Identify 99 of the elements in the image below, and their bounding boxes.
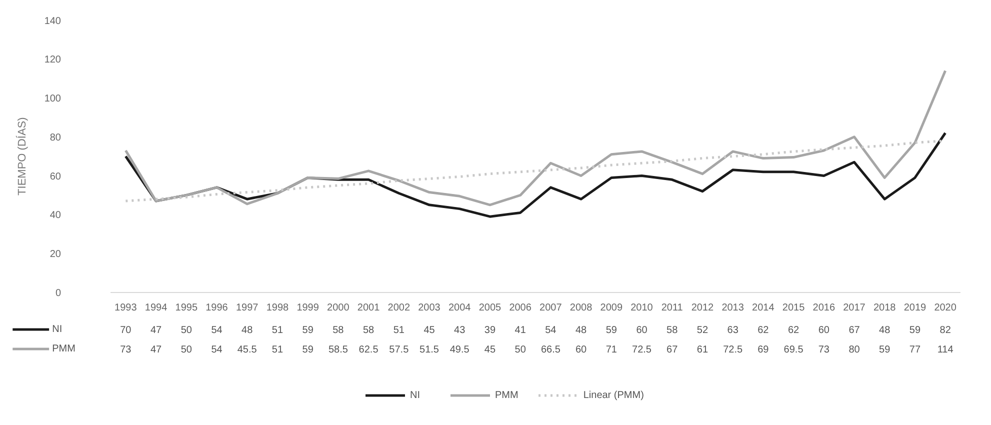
data-label: 62.5 — [358, 344, 379, 356]
data-label: 58 — [332, 324, 344, 336]
data-label: 54 — [211, 324, 223, 336]
x-tick-label: 2003 — [418, 302, 441, 314]
data-label: 57.5 — [389, 344, 410, 356]
x-tick-label: 2016 — [812, 302, 836, 314]
x-tick-label: 2015 — [782, 302, 806, 314]
x-tick-label: 1993 — [114, 302, 138, 314]
data-label: 47 — [150, 324, 162, 336]
data-label: 49.5 — [450, 344, 470, 356]
line-series — [124, 70, 947, 206]
data-label: 72.5 — [723, 344, 743, 356]
data-label: 70 — [120, 324, 132, 336]
data-label: 51 — [393, 324, 405, 336]
legend-label: PMM — [52, 343, 76, 354]
data-label: 59 — [909, 324, 921, 336]
x-tick-label: 2005 — [478, 302, 502, 314]
data-label: 69.5 — [784, 344, 804, 356]
data-label: 43 — [454, 324, 466, 336]
data-label: 59 — [302, 344, 314, 356]
x-tick-label: 2019 — [904, 302, 927, 314]
text: PMM — [495, 390, 518, 400]
x-tick-label: 2008 — [570, 302, 593, 314]
data-label: 77 — [909, 344, 921, 356]
y-axis-title: TIEMPO (DÍAS) — [16, 117, 28, 196]
data-label: 59 — [879, 344, 891, 356]
data-label: 73 — [818, 344, 830, 356]
x-tick-label: 2001 — [357, 302, 380, 314]
data-label: 45 — [484, 344, 496, 356]
x-tick-label: 2017 — [843, 302, 866, 314]
x-tick-label: 2018 — [873, 302, 896, 314]
x-tick-label: 1996 — [206, 302, 228, 314]
data-label: 62 — [758, 324, 770, 336]
x-tick-label: 2004 — [448, 302, 472, 314]
data-label: 58 — [666, 324, 678, 336]
x-tick-label: 1994 — [144, 302, 168, 314]
data-label: 58.5 — [328, 344, 348, 356]
data-label: 82 — [940, 324, 952, 336]
data-label: 48 — [575, 324, 588, 336]
data-label: 47 — [150, 344, 162, 356]
y-tick-label: 60 — [50, 171, 62, 182]
x-tick-label: 2000 — [327, 302, 350, 314]
y-tick-label: 100 — [44, 94, 62, 105]
data-label: 67 — [666, 344, 678, 356]
x-tick-label: 1997 — [236, 302, 259, 314]
data-label: 73 — [120, 344, 132, 356]
x-tick-label: 2006 — [509, 302, 532, 314]
data-label: 51 — [272, 324, 284, 336]
data-label: 51.5 — [420, 344, 440, 356]
data-label: 60 — [818, 324, 830, 336]
data-label: 62 — [788, 324, 800, 336]
x-tick-label: 2020 — [934, 302, 957, 314]
x-tick-label: 2010 — [630, 302, 654, 314]
data-label: 48 — [879, 324, 891, 336]
data-label: 58 — [362, 324, 375, 336]
x-tick-label: 1999 — [296, 302, 320, 314]
data-label: 41 — [514, 324, 526, 336]
y-tick-label: 140 — [44, 16, 62, 27]
data-label: 60 — [575, 344, 588, 356]
data-label: 52 — [696, 324, 708, 336]
y-tick-label: 120 — [44, 54, 62, 66]
x-tick-label: 2002 — [388, 302, 410, 314]
data-label: 80 — [848, 344, 860, 356]
x-tick-label: 2011 — [661, 302, 684, 314]
x-tick-label: 2013 — [722, 302, 744, 314]
data-label: 60 — [636, 324, 648, 336]
data-label: 45.5 — [237, 344, 258, 356]
y-tick-label: 0 — [55, 288, 62, 299]
data-label: 71 — [606, 344, 618, 356]
data-label: 61 — [696, 344, 708, 356]
legend-label: Linear (PMM) — [583, 390, 644, 400]
data-label: 50 — [180, 324, 192, 336]
data-label: 69 — [758, 344, 770, 356]
data-label: 59 — [606, 324, 618, 336]
y-tick-label: 20 — [50, 249, 62, 260]
data-label: 39 — [484, 324, 496, 336]
x-tick-label: 1995 — [175, 302, 198, 314]
data-label: 54 — [211, 344, 223, 356]
x-tick-label: 2012 — [691, 302, 714, 314]
data-label: 72.5 — [632, 344, 652, 356]
y-tick-label: 80 — [50, 132, 62, 144]
data-label: 67 — [848, 324, 860, 336]
data-label: 66.5 — [540, 344, 561, 356]
data-label: 48 — [242, 324, 254, 336]
data-label: 50 — [514, 344, 526, 356]
data-label: 51 — [272, 344, 284, 356]
text: NI — [410, 390, 420, 400]
x-tick-label: 2007 — [540, 302, 562, 314]
x-tick-label: 2014 — [752, 302, 775, 314]
data-label: 63 — [727, 324, 739, 336]
x-tick-label: 2009 — [600, 302, 623, 314]
data-label: 54 — [545, 324, 557, 336]
data-label: 45 — [424, 324, 436, 336]
x-tick-label: 1998 — [266, 302, 290, 314]
data-label: 59 — [302, 324, 314, 336]
legend-label: NI — [52, 324, 62, 335]
data-label: 114 — [937, 344, 954, 356]
data-label: 50 — [180, 344, 192, 356]
y-tick-label: 40 — [50, 210, 62, 222]
